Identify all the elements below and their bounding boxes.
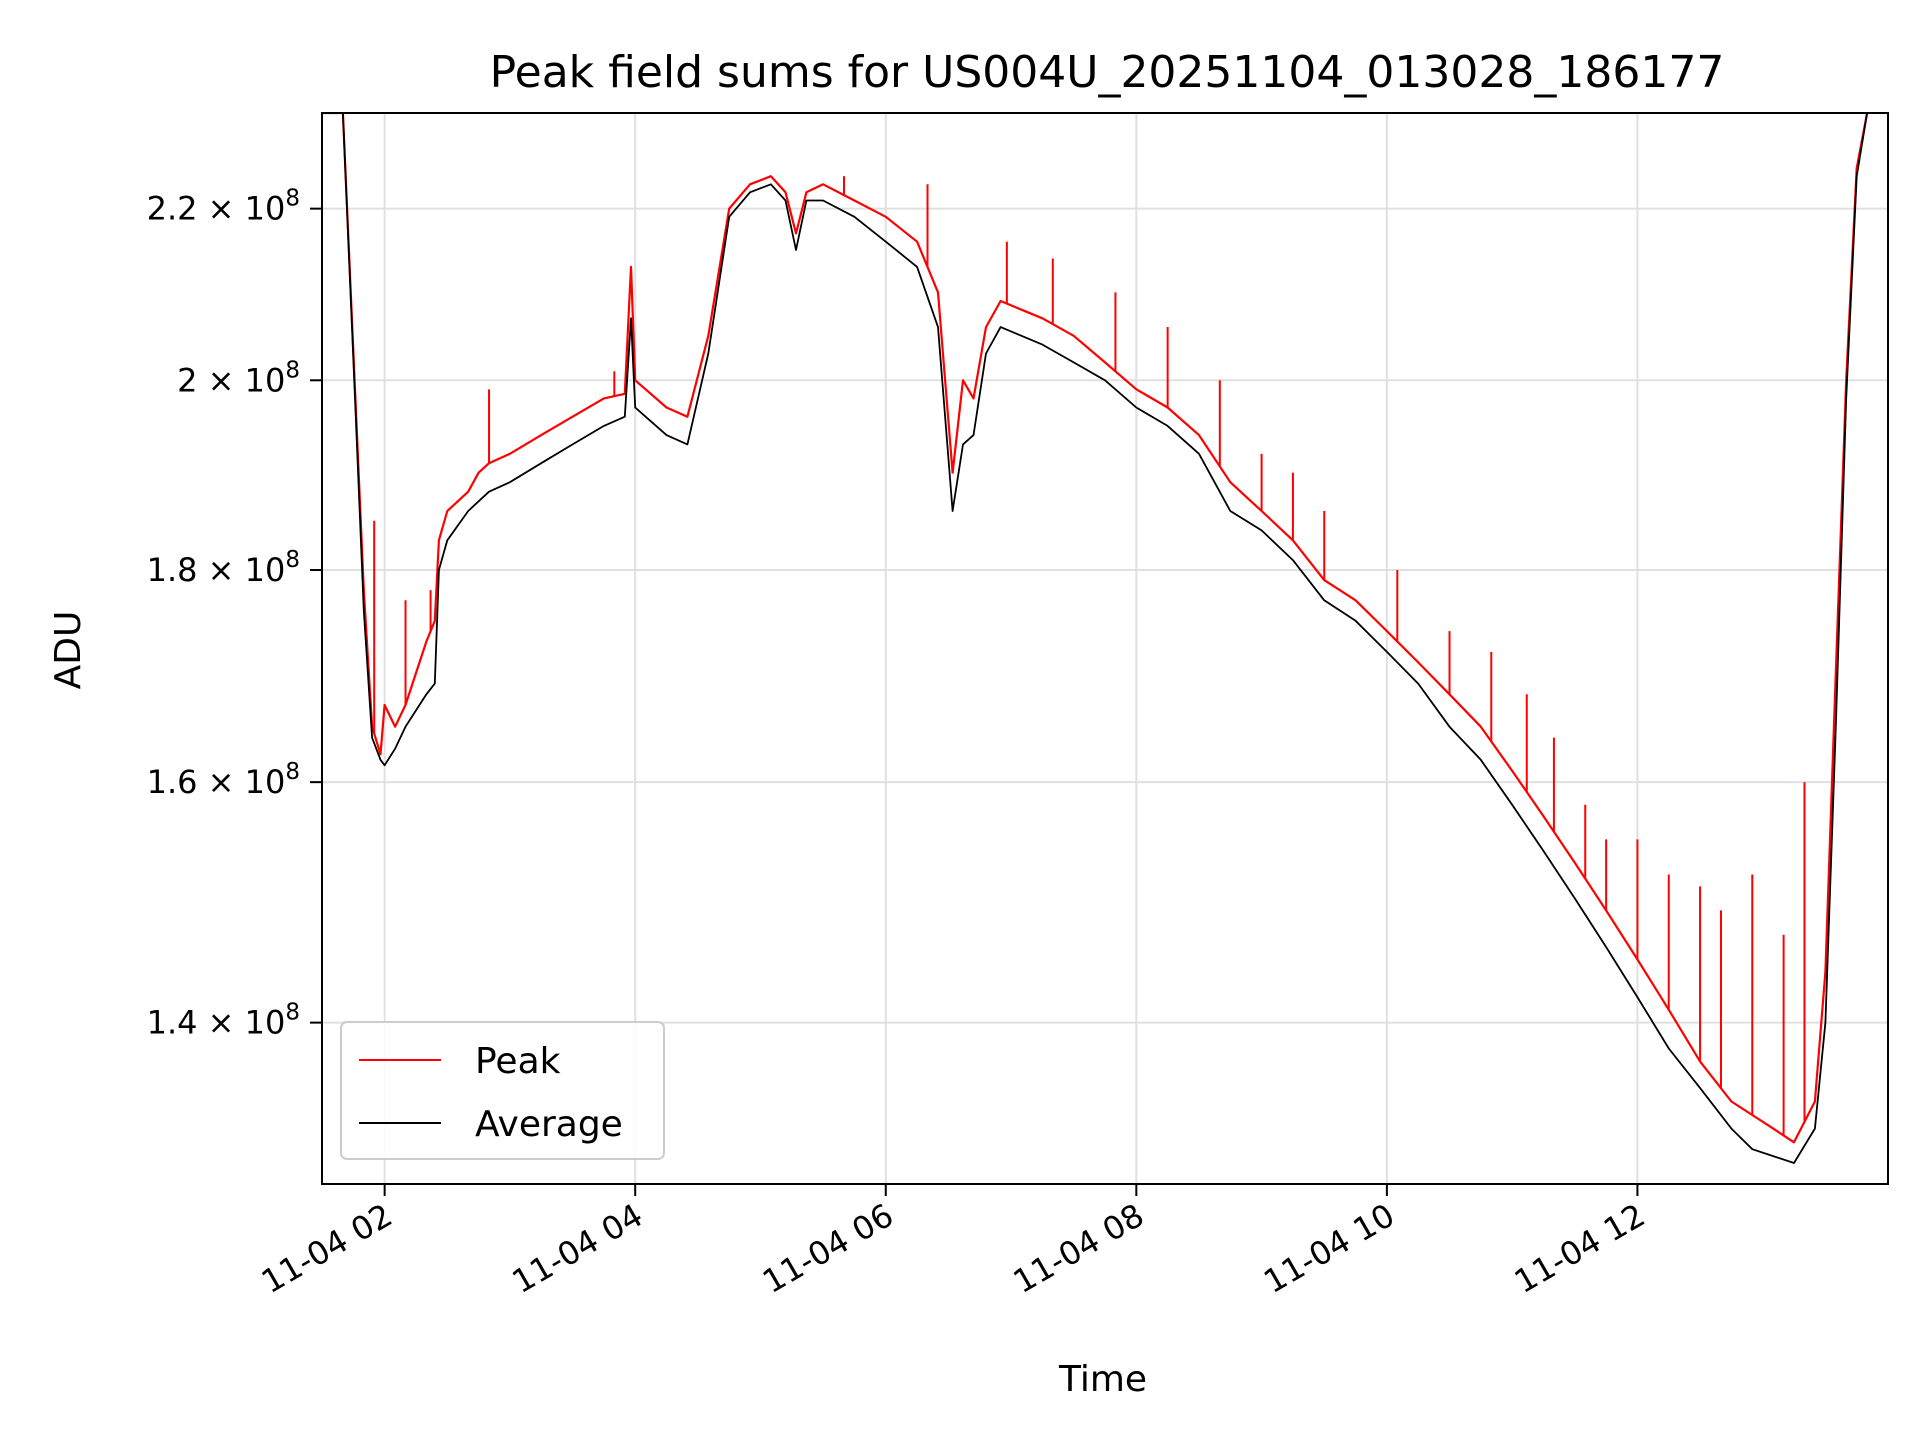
x-axis: 11-04 02 11-04 04 11-04 06 11-04 08 11-04 10… <box>255 1184 1651 1301</box>
x-tick-label: 11-04 10 <box>1257 1196 1401 1301</box>
y-tick-label: 2.2 × 108 <box>147 186 300 228</box>
y-tick-mantissa: 1.6 <box>147 763 198 801</box>
y-tick-exponent: 8 <box>285 357 300 383</box>
x-tick-label: 11-04 04 <box>506 1196 650 1301</box>
x-axis-label: Time <box>1058 1359 1147 1400</box>
y-tick-label: 1.8 × 108 <box>147 547 300 589</box>
y-tick-label: 1.4 × 108 <box>147 1000 300 1042</box>
y-tick-mantissa: 2 <box>177 361 197 399</box>
y-tick-label: 2 × 108 <box>177 357 300 399</box>
plot-area <box>322 113 1869 1164</box>
legend-label-average: Average <box>475 1104 623 1145</box>
y-tick-label: 1.6 × 108 <box>147 759 300 801</box>
x-tick-label: 11-04 02 <box>255 1196 399 1301</box>
y-axis: 1.4 × 108 1.6 × 108 1.8 × 108 2 × 108 2.2 × … <box>147 186 322 1042</box>
x-tick-label: 11-04 08 <box>1007 1196 1151 1301</box>
chart-title: Peak field sums for US004U_20251104_0130… <box>490 47 1725 98</box>
y-tick-exponent: 8 <box>285 547 300 573</box>
y-tick-mantissa: 1.4 <box>147 1004 198 1042</box>
legend: Peak Average <box>340 1021 665 1160</box>
x-tick-label: 11-04 12 <box>1508 1196 1652 1301</box>
y-tick-exponent: 8 <box>285 186 300 212</box>
series-peak-line <box>322 113 1869 1144</box>
y-axis-label: ADU <box>48 611 89 690</box>
plot-frame <box>321 112 1889 1185</box>
y-tick-mantissa: 2.2 <box>147 190 198 228</box>
y-tick-exponent: 8 <box>285 759 300 785</box>
legend-label-peak: Peak <box>475 1041 561 1082</box>
y-tick-exponent: 8 <box>285 1000 300 1026</box>
series-average-line <box>322 113 1868 1164</box>
x-tick-label: 11-04 06 <box>756 1196 900 1301</box>
y-tick-mantissa: 1.8 <box>147 551 198 589</box>
legend-box <box>340 1021 665 1160</box>
